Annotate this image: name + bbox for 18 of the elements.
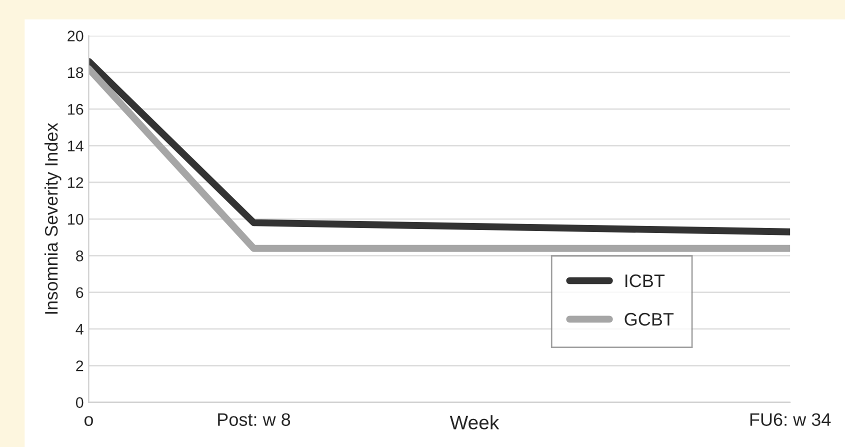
y-tick-label: 0 xyxy=(76,397,84,408)
x-tick-label: FU6: w 34 xyxy=(750,413,831,426)
legend-label: GCBT xyxy=(624,312,674,326)
y-axis-title: Insomnia Severity Index xyxy=(44,122,62,314)
y-tick-label: 4 xyxy=(76,324,84,335)
y-tick-label: 10 xyxy=(68,214,84,225)
x-tick-label: Post: w 8 xyxy=(218,413,290,426)
legend-label: ICBT xyxy=(626,274,665,288)
y-tick-label: 8 xyxy=(76,250,84,262)
y-tick-label: 14 xyxy=(68,140,84,152)
y-tick-label: 2 xyxy=(76,360,84,372)
y-tick-label: 18 xyxy=(68,67,84,78)
y-tick-label: 12 xyxy=(68,177,84,188)
x-tick-label: o xyxy=(84,416,93,426)
y-tick-label: 20 xyxy=(68,30,84,42)
y-tick-label: 16 xyxy=(68,104,84,115)
y-tick-label: 6 xyxy=(76,287,84,298)
x-axis-title: Week xyxy=(450,415,500,430)
